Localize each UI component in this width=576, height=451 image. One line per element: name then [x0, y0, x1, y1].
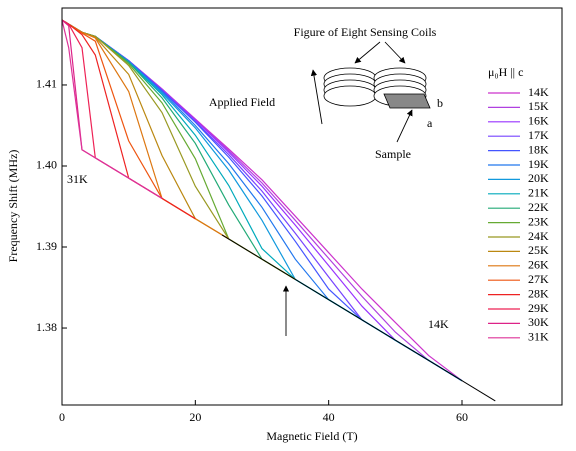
plot-area [61, 19, 496, 402]
legend-label: 30K [528, 315, 549, 329]
legend-label: 28K [528, 286, 549, 300]
arrows [282, 41, 413, 336]
annotation: 14K [428, 317, 449, 331]
legend-label: 26K [528, 258, 549, 272]
legend-label: 14K [528, 85, 549, 99]
legend-label: 19K [528, 157, 549, 171]
legend-label: 20K [528, 171, 549, 185]
legend-label: 27K [528, 272, 549, 286]
legend-title: μ₀H || c [488, 65, 523, 79]
x-tick-label: 0 [59, 410, 65, 424]
y-tick-label: 1.39 [36, 239, 57, 253]
y-tick-label: 1.38 [36, 320, 57, 334]
legend-label: 16K [528, 114, 549, 128]
legend-label: 21K [528, 186, 549, 200]
legend-label: 15K [528, 99, 549, 113]
annotation: Sample [375, 147, 411, 161]
legend-label: 31K [528, 330, 549, 344]
coil-diagram [323, 67, 431, 109]
legend-label: 23K [528, 214, 549, 228]
legend-label: 17K [528, 128, 549, 142]
legend-label: 25K [528, 243, 549, 257]
legend-label: 24K [528, 229, 549, 243]
legend-label: 29K [528, 301, 549, 315]
annotation: 31K [67, 172, 88, 186]
annotation: a [427, 116, 433, 130]
y-tick-label: 1.40 [36, 158, 57, 172]
data-line [61, 20, 163, 199]
reference-line [221, 234, 496, 402]
annotation: Applied Field [209, 95, 275, 109]
x-tick-label: 60 [456, 410, 468, 424]
y-axis-label: Frequency Shift (MHz) [6, 150, 20, 263]
plot-frame [61, 7, 563, 406]
y-tick-label: 1.41 [36, 77, 57, 91]
x-tick-label: 40 [323, 410, 335, 424]
x-axis-label: Magnetic Field (T) [266, 429, 357, 443]
legend-label: 22K [528, 200, 549, 214]
annotation: b [437, 96, 443, 110]
x-tick-label: 20 [189, 410, 201, 424]
annotation: Figure of Eight Sensing Coils [294, 25, 437, 39]
legend-label: 18K [528, 142, 549, 156]
